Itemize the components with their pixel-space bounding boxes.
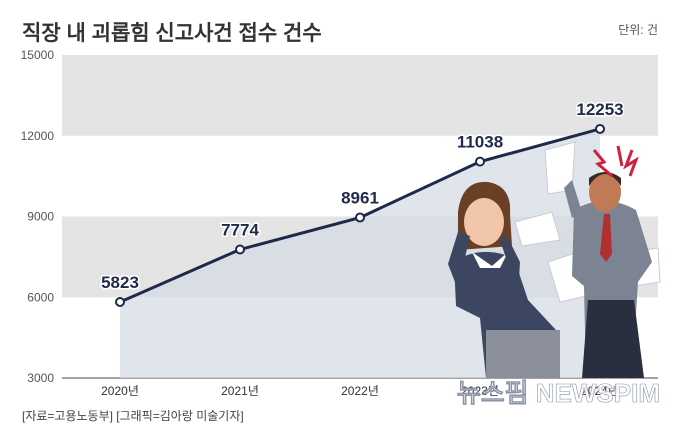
data-point xyxy=(115,297,125,308)
y-tick-label: 9000 xyxy=(27,210,54,224)
y-tick-label: 12000 xyxy=(21,129,55,143)
data-label: 12253 xyxy=(576,100,623,119)
x-tick-label: 2024년 xyxy=(581,384,619,398)
data-point xyxy=(235,244,245,255)
paper-sheet xyxy=(514,211,561,247)
y-tick-label: 3000 xyxy=(27,371,54,385)
data-point xyxy=(355,212,365,223)
grid-band xyxy=(62,55,658,136)
watermark: 뉴스핌 NEWSPIM xyxy=(456,378,660,409)
chart-title: 직장 내 괴롭힘 신고사건 접수 건수 xyxy=(22,22,322,45)
data-point xyxy=(475,156,485,167)
woman-arm-right xyxy=(500,234,520,298)
woman-skirt xyxy=(486,330,560,378)
anger-marks-icon xyxy=(592,145,639,178)
woman-head xyxy=(464,198,504,246)
boss-head xyxy=(589,172,621,212)
watermark-text: 뉴스핌 NEWSPIM xyxy=(457,378,660,408)
x-tick-label: 2021년 xyxy=(221,384,259,398)
x-tick-label: 2020년 xyxy=(101,384,139,398)
woman-collar xyxy=(472,252,508,268)
office-workers-illustration xyxy=(448,141,661,378)
data-point xyxy=(595,123,605,134)
unit-label: 단위: 건 xyxy=(618,23,658,37)
data-labels: 5823 7774 8961 11038 12253 xyxy=(100,98,626,293)
woman-arm-left xyxy=(448,232,474,300)
data-points xyxy=(115,123,605,308)
y-axis-ticks: 3000 6000 9000 12000 15000 xyxy=(21,48,55,385)
y-tick-label: 15000 xyxy=(21,48,55,62)
boss-hair xyxy=(589,172,621,186)
x-axis-ticks: 2020년 2021년 2022년 2023년 2024년 xyxy=(101,384,619,398)
boss-pants xyxy=(582,300,644,378)
data-label: 8961 xyxy=(341,189,379,208)
source-note: [자료=고용노동부] [그래픽=김아랑 미술기자] xyxy=(22,409,244,423)
data-label: 5823 xyxy=(101,273,139,292)
boss-tie xyxy=(600,214,612,262)
boss-arm xyxy=(564,180,582,218)
x-tick-label: 2022년 xyxy=(341,384,379,398)
y-tick-label: 6000 xyxy=(27,290,54,304)
data-label: 11038 xyxy=(457,133,503,152)
x-tick-label: 2023년 xyxy=(461,384,499,398)
data-label: 7774 xyxy=(221,220,259,239)
